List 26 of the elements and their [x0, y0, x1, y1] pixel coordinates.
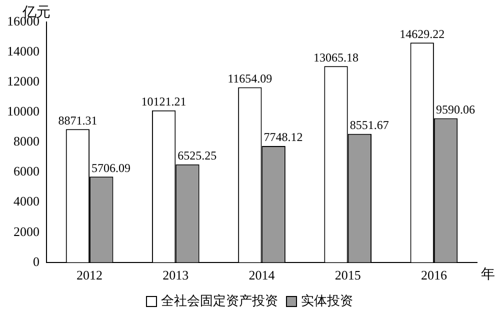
y-tick-label: 10000: [7, 104, 40, 119]
y-tick-label: 12000: [7, 74, 40, 89]
data-label: 7748.12: [264, 130, 303, 144]
x-axis-title: 年: [481, 266, 495, 283]
data-label: 5706.09: [92, 160, 131, 175]
data-label: 8551.67: [350, 118, 389, 132]
y-tick-label: 2000: [14, 224, 40, 239]
x-tick-label: 2016: [420, 268, 448, 283]
text: 全社会固定资产投资: [161, 292, 278, 310]
legend-label: 实体投资: [301, 292, 353, 310]
x-tick-label: 2013: [162, 268, 189, 283]
x-tick-label: 2014: [248, 268, 276, 283]
data-label: 11654.09: [228, 71, 272, 86]
y-tick-label: 8000: [14, 134, 40, 149]
y-tick-label: 0: [33, 254, 40, 269]
data-label: 14629.22: [400, 26, 445, 41]
y-tick-label: 6000: [14, 164, 40, 179]
data-label: 8871.31: [58, 113, 98, 128]
x-tick-label: 2012: [76, 268, 103, 283]
x-tick-label: 2015: [334, 268, 361, 283]
y-tick-label: 14000: [7, 43, 40, 58]
data-label: 9590.06: [436, 102, 475, 116]
y-tick-label: 4000: [14, 194, 40, 209]
data-label: 13065.18: [314, 50, 359, 64]
data-label: 10121.21: [141, 94, 186, 108]
data-label: 6525.25: [178, 148, 217, 163]
